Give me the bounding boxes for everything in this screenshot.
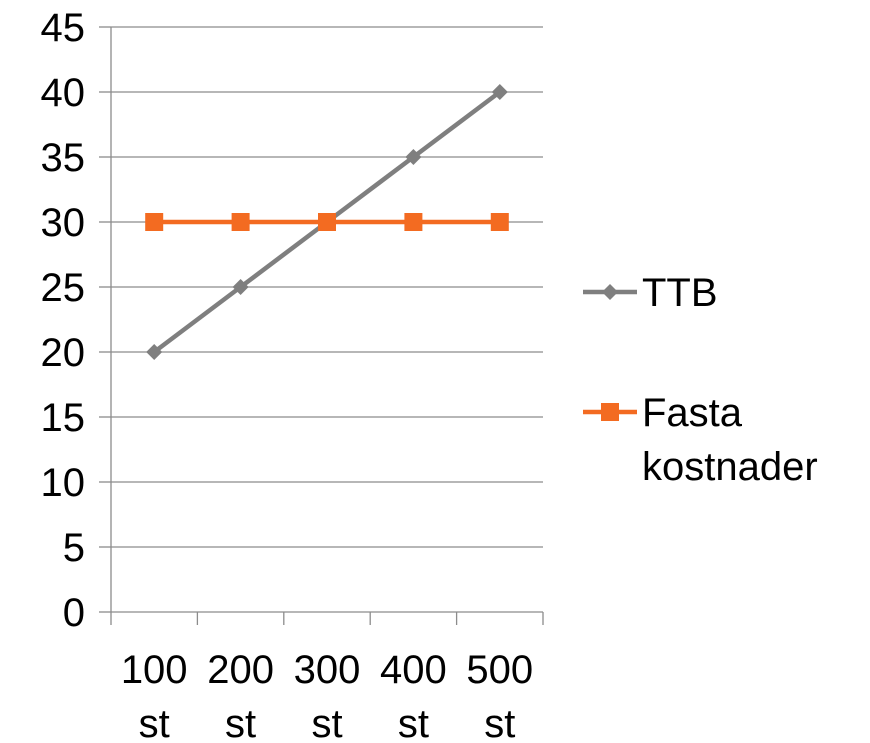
y-tick-label: 15: [41, 396, 86, 440]
gridlines: [111, 26, 543, 548]
legend-label: TTB: [642, 271, 718, 315]
data-point: [404, 213, 423, 231]
legend-label: Fasta kostnader: [642, 391, 818, 489]
y-tick-label: 10: [41, 461, 86, 505]
legend-marker: [602, 284, 618, 300]
y-tick-label: 5: [63, 526, 85, 570]
data-point: [490, 213, 509, 231]
data-point: [145, 213, 164, 231]
legend: TTB Fasta kostnader: [583, 271, 818, 489]
x-axis-ticks: 100 st 200 st 300 st 400 st 500 st: [110, 612, 544, 743]
data-point: [146, 344, 163, 360]
y-tick-label: 30: [41, 201, 86, 245]
data-point: [318, 213, 336, 231]
data-point: [231, 213, 250, 231]
legend-item: TTB: [583, 271, 718, 315]
y-tick-label: 0: [63, 591, 85, 635]
y-tick-label: 20: [41, 331, 86, 375]
data-point: [405, 149, 422, 165]
data-point: [232, 279, 249, 295]
axes: [110, 27, 543, 613]
y-tick-label: 40: [41, 71, 86, 115]
y-tick-label: 45: [41, 6, 86, 50]
y-axis-ticks: 0 5 10 15 20 25 30 35 40 45: [41, 6, 111, 635]
series-group: [145, 84, 509, 360]
y-tick-label: 25: [41, 266, 86, 310]
y-tick-label: 35: [41, 136, 86, 180]
legend-marker: [601, 403, 619, 421]
data-point: [491, 84, 508, 100]
legend-item: Fasta kostnader: [583, 391, 818, 489]
series-1: [145, 213, 509, 231]
